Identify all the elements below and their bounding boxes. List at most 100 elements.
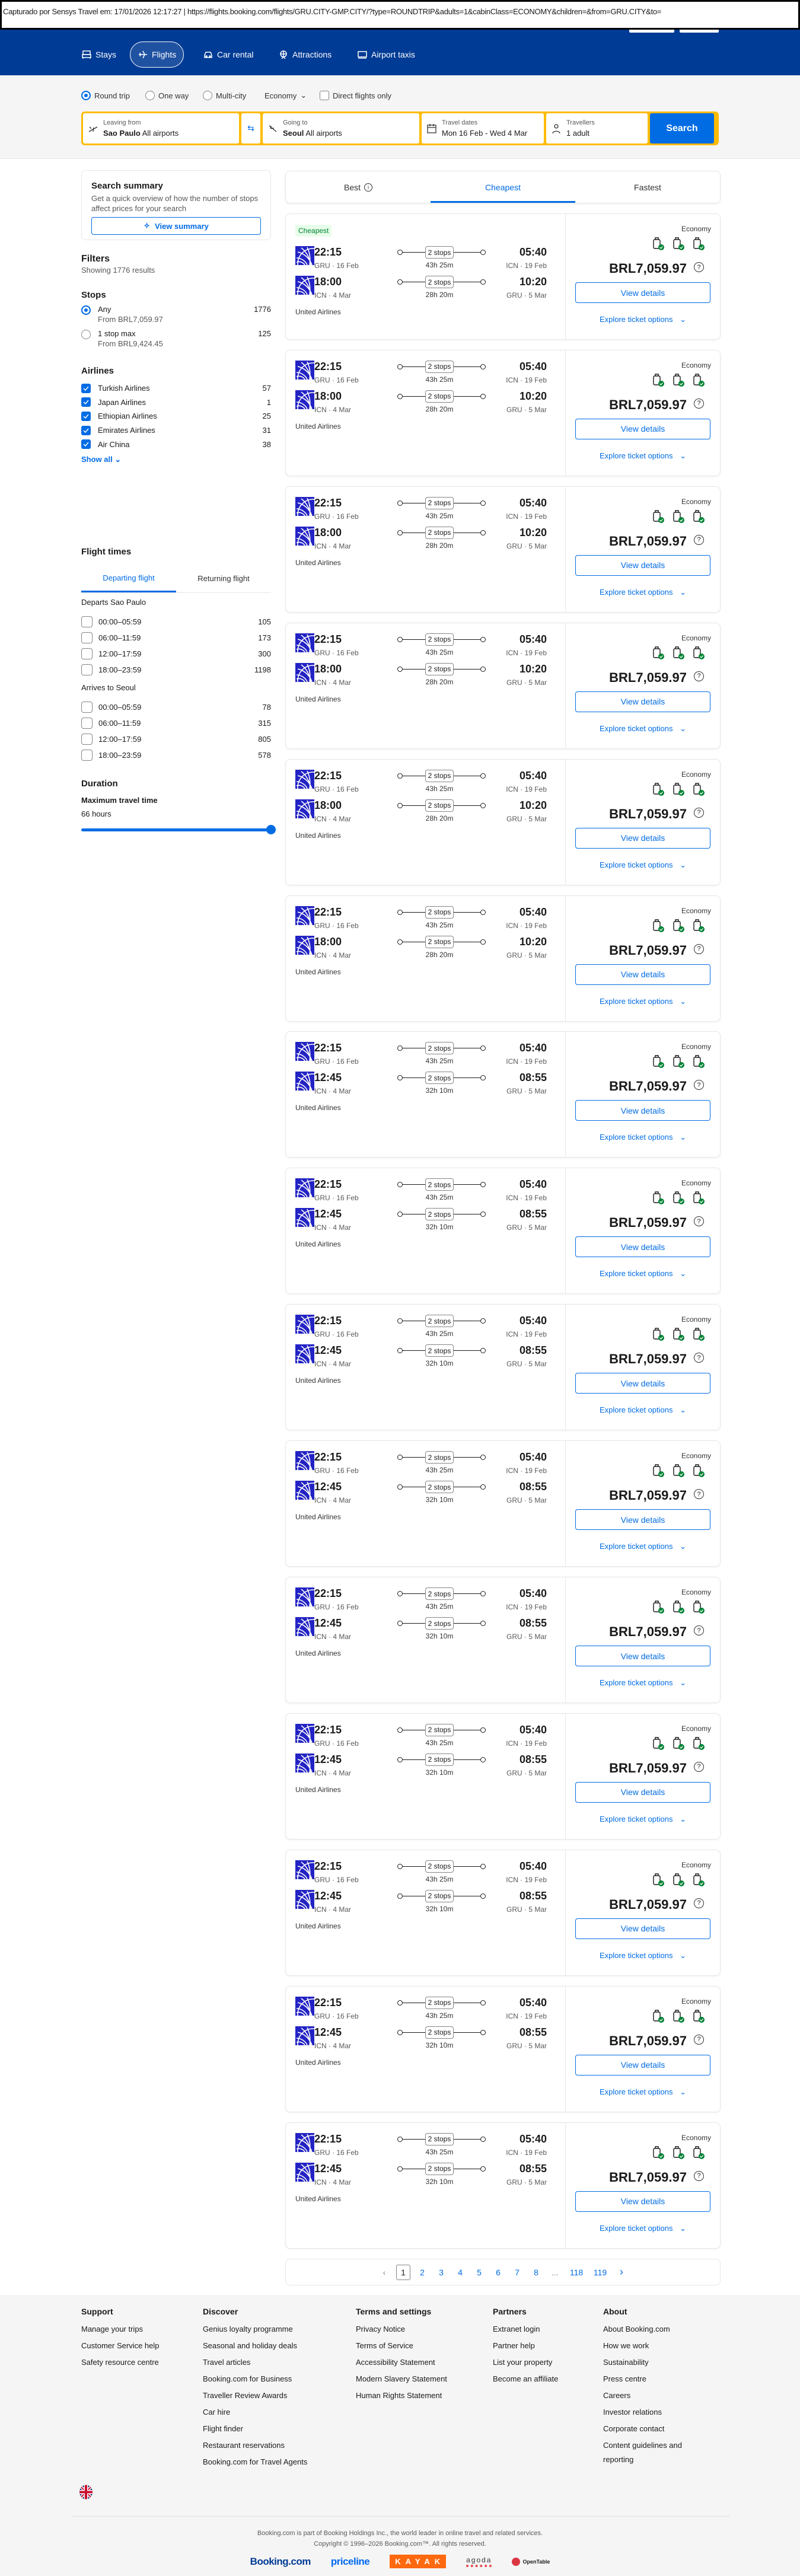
- page-6[interactable]: 6: [496, 2267, 501, 2277]
- view-details-button[interactable]: View details: [575, 1236, 710, 1258]
- travel-dates-field[interactable]: Travel dates Mon 16 Feb - Wed 4 Mar: [422, 113, 544, 144]
- explore-ticket-options-link[interactable]: Explore ticket options ⌄: [599, 1678, 687, 1687]
- slider-handle[interactable]: [266, 825, 276, 834]
- multi-city-radio[interactable]: Multi-city: [203, 91, 246, 100]
- explore-ticket-options-link[interactable]: Explore ticket options ⌄: [599, 1814, 687, 1823]
- explore-ticket-options-link[interactable]: Explore ticket options ⌄: [599, 1950, 687, 1960]
- explore-ticket-options-link[interactable]: Explore ticket options ⌄: [599, 1133, 687, 1142]
- checkbox[interactable]: [81, 648, 93, 659]
- baggage-icons[interactable]: [651, 1464, 706, 1478]
- price-help-icon[interactable]: ?: [694, 1489, 704, 1500]
- baggage-icons[interactable]: [651, 2145, 706, 2160]
- nav-stays[interactable]: Stays: [74, 42, 123, 68]
- explore-ticket-options-link[interactable]: Explore ticket options ⌄: [599, 451, 687, 460]
- checkbox[interactable]: [81, 718, 93, 729]
- checkbox[interactable]: [81, 702, 93, 713]
- view-details-button[interactable]: View details: [575, 2054, 710, 2076]
- flight-card[interactable]: 22:15 GRU · 16 Feb 2 stops 43h 25m 05:40…: [285, 1440, 721, 1567]
- footer-link[interactable]: Corporate contact: [603, 2424, 665, 2433]
- page-118[interactable]: 118: [569, 2267, 584, 2277]
- view-details-button[interactable]: View details: [575, 282, 710, 303]
- checkbox[interactable]: [81, 734, 93, 745]
- nav-car-rental[interactable]: Car rental: [196, 42, 260, 68]
- explore-ticket-options-link[interactable]: Explore ticket options ⌄: [599, 2087, 687, 2096]
- flight-card[interactable]: 22:15 GRU · 16 Feb 2 stops 43h 25m 05:40…: [285, 1985, 721, 2112]
- footer-link[interactable]: Genius loyalty programme: [203, 2325, 293, 2333]
- price-help-icon[interactable]: ?: [694, 2034, 704, 2045]
- footer-link[interactable]: Careers: [603, 2391, 631, 2400]
- baggage-icons[interactable]: [651, 237, 706, 251]
- view-details-button[interactable]: View details: [575, 1373, 710, 1394]
- radio[interactable]: [203, 91, 212, 100]
- airline-filter[interactable]: Emirates Airlines 31: [81, 423, 271, 438]
- price-help-icon[interactable]: ?: [694, 1625, 704, 1635]
- duration-slider[interactable]: [81, 825, 276, 834]
- footer-link[interactable]: Become an affiliate: [493, 2374, 559, 2383]
- footer-link[interactable]: Booking.com for Business: [203, 2374, 292, 2383]
- flight-card[interactable]: 22:15 GRU · 16 Feb 2 stops 43h 25m 05:40…: [285, 1304, 721, 1431]
- footer-link[interactable]: Seasonal and holiday deals: [203, 2341, 298, 2350]
- airline-filter[interactable]: Air China 38: [81, 437, 271, 451]
- checkbox[interactable]: [81, 425, 91, 435]
- one-way-radio[interactable]: One way: [145, 91, 189, 100]
- footer-link[interactable]: Human Rights Statement: [356, 2391, 442, 2400]
- view-details-button[interactable]: View details: [575, 691, 710, 712]
- footer-link[interactable]: Modern Slavery Statement: [356, 2374, 447, 2383]
- footer-link[interactable]: Content guidelines and reporting: [603, 2441, 682, 2464]
- view-details-button[interactable]: View details: [575, 2191, 710, 2212]
- airline-filter[interactable]: Turkish Airlines 57: [81, 381, 271, 396]
- page-7[interactable]: 7: [515, 2267, 519, 2277]
- going-to-field[interactable]: Going to Seoul All airports: [263, 113, 419, 144]
- uk-flag-icon[interactable]: [79, 2485, 93, 2500]
- airline-filter[interactable]: Japan Airlines 1: [81, 396, 271, 410]
- leaving-from-field[interactable]: Leaving from Sao Paulo All airports: [83, 113, 239, 144]
- footer-link[interactable]: Press centre: [603, 2374, 646, 2383]
- price-help-icon[interactable]: ?: [694, 262, 704, 272]
- flight-card[interactable]: 22:15 GRU · 16 Feb 2 stops 43h 25m 05:40…: [285, 1849, 721, 1976]
- time-filter[interactable]: 06:00–11:59 315: [81, 715, 271, 731]
- baggage-icons[interactable]: [651, 509, 706, 524]
- travellers-field[interactable]: Travellers 1 adult: [546, 113, 648, 144]
- radio[interactable]: [81, 330, 91, 339]
- time-filter[interactable]: 12:00–17:59 300: [81, 646, 271, 662]
- search-button[interactable]: Search: [650, 113, 714, 144]
- baggage-icons[interactable]: [651, 782, 706, 796]
- info-icon[interactable]: i: [364, 183, 372, 192]
- time-filter[interactable]: 00:00–05:59 105: [81, 614, 271, 630]
- baggage-icons[interactable]: [651, 1736, 706, 1751]
- radio-selected[interactable]: [81, 91, 91, 100]
- flight-card[interactable]: 22:15 GRU · 16 Feb 2 stops 43h 25m 05:40…: [285, 1713, 721, 1839]
- header-button[interactable]: [680, 30, 719, 33]
- checkbox[interactable]: [81, 750, 93, 761]
- page-119[interactable]: 119: [593, 2267, 607, 2277]
- footer-link[interactable]: Accessibility Statement: [356, 2358, 435, 2367]
- view-details-button[interactable]: View details: [575, 1100, 710, 1121]
- checkbox[interactable]: [81, 397, 91, 407]
- time-filter[interactable]: 18:00–23:59 578: [81, 747, 271, 763]
- footer-link[interactable]: Booking.com for Travel Agents: [203, 2457, 308, 2466]
- view-details-button[interactable]: View details: [575, 554, 710, 576]
- explore-ticket-options-link[interactable]: Explore ticket options ⌄: [599, 996, 687, 1006]
- price-help-icon[interactable]: ?: [694, 943, 704, 954]
- explore-ticket-options-link[interactable]: Explore ticket options ⌄: [599, 723, 687, 733]
- flight-card[interactable]: 22:15 GRU · 16 Feb 2 stops 43h 25m 05:40…: [285, 2122, 721, 2249]
- header-button[interactable]: [629, 30, 674, 33]
- checkbox[interactable]: [81, 632, 93, 643]
- flight-card[interactable]: 22:15 GRU · 16 Feb 2 stops 43h 25m 05:40…: [285, 349, 721, 476]
- footer-link[interactable]: Investor relations: [603, 2408, 662, 2416]
- checkbox[interactable]: [81, 439, 91, 449]
- stop-option[interactable]: 1 stop max From BRL9,424.45 125: [81, 329, 271, 353]
- time-filter[interactable]: 12:00–17:59 805: [81, 731, 271, 747]
- flight-card[interactable]: Cheapest 22:15 GRU · 16 Feb 2 stops 43h …: [285, 213, 721, 340]
- footer-link[interactable]: Sustainability: [603, 2358, 649, 2367]
- tab-returning-flight[interactable]: Returning flight: [197, 574, 250, 583]
- explore-ticket-options-link[interactable]: Explore ticket options ⌄: [599, 2223, 687, 2233]
- radio[interactable]: [145, 91, 155, 100]
- checkbox[interactable]: [81, 664, 93, 675]
- next-page-button[interactable]: ›: [620, 2266, 623, 2278]
- nav-flights[interactable]: Flights: [130, 42, 184, 68]
- explore-ticket-options-link[interactable]: Explore ticket options ⌄: [599, 587, 687, 597]
- flight-card[interactable]: 22:15 GRU · 16 Feb 2 stops 43h 25m 05:40…: [285, 758, 721, 885]
- footer-link[interactable]: How we work: [603, 2341, 649, 2350]
- price-help-icon[interactable]: ?: [694, 2170, 704, 2181]
